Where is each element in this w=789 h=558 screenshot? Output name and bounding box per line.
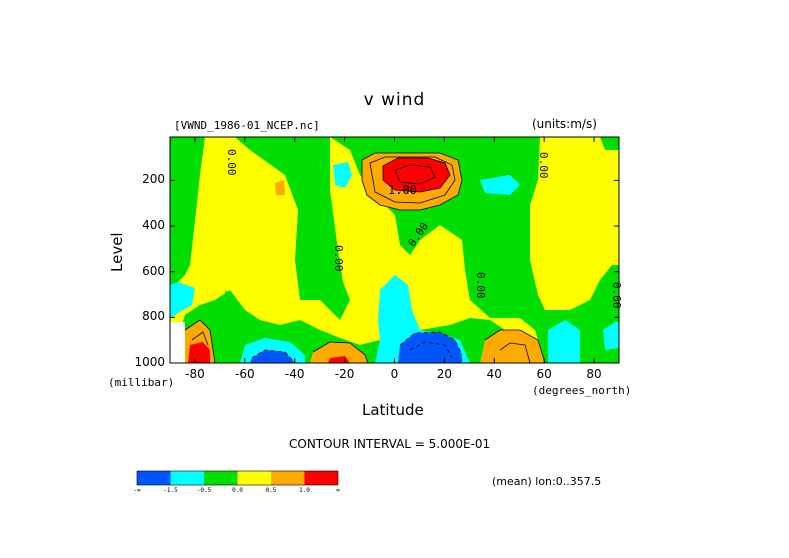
contour-label-3: 0.00: [537, 152, 550, 179]
mean-note: (mean) lon:0..357.5: [492, 475, 602, 488]
x-axis-label: Latitude: [362, 401, 424, 419]
colorbar-tick-label: 1.0: [299, 487, 310, 494]
x-units-label: (degrees_north): [532, 384, 632, 397]
region-missing: [170, 322, 185, 363]
region-orange-4: [310, 342, 368, 363]
region-red-2: [188, 342, 210, 363]
x-tick-label: -20: [334, 367, 355, 381]
region-blue-1: [398, 332, 462, 363]
x-tick-label: 60: [536, 367, 552, 381]
region-red-1: [383, 158, 450, 192]
colorbar-tick-label: -∞: [133, 487, 141, 494]
colorbar-tick-label: 0.5: [265, 487, 277, 494]
region-cyan-2: [480, 175, 520, 195]
y-tick-label: 1000: [134, 355, 165, 369]
region-green-left2: [225, 290, 235, 345]
contour-label-4: 0.00: [332, 245, 345, 272]
colorbar-tick-label: -0.5: [196, 487, 212, 494]
region-orange-2: [275, 180, 285, 195]
contour-interval: CONTOUR INTERVAL = 5.000E-01: [289, 437, 491, 451]
colorbar-tick-label: 0.0: [232, 487, 243, 494]
contour-lines: [184, 152, 546, 363]
x-tick-label: -80: [185, 367, 205, 381]
contour-field: [170, 137, 619, 363]
x-tick-marks: [194, 137, 595, 363]
y-units-label: (millibar): [108, 376, 175, 389]
region-cyan-5: [170, 282, 195, 318]
colorbar-tick-label: -1.5: [163, 487, 178, 494]
contour-label-1: 1.00: [388, 183, 417, 197]
colorbar-tick-label: ∞: [336, 487, 340, 494]
region-green-left: [170, 137, 205, 285]
x-tick-label: 40: [486, 367, 502, 381]
units-label: (units:m/s): [532, 117, 597, 131]
x-tick-label: 0: [390, 367, 399, 381]
region-green-upperleft: [235, 137, 350, 320]
y-axis-label: Level: [108, 232, 126, 272]
x-tick-label: 20: [436, 367, 453, 381]
region-cyan-1: [333, 162, 352, 188]
y-tick-marks: [170, 179, 619, 364]
contour-label-7: 0.00: [610, 282, 623, 309]
x-tick-label: -60: [235, 367, 255, 381]
region-cyan-6: [548, 320, 580, 363]
y-tick-label: 600: [142, 263, 165, 278]
region-cyan-7: [603, 322, 619, 350]
chart-title: v wind: [363, 90, 426, 110]
contour-label-6: 0.00: [474, 272, 487, 299]
region-orange-3: [480, 330, 545, 363]
y-tick-label: 200: [142, 172, 165, 187]
x-tick-label: 80: [586, 367, 602, 381]
dataset-label: [VWND_1986-01_NCEP.nc]: [174, 119, 320, 132]
negative-contour-lines: [251, 331, 463, 363]
y-tick-label: 400: [142, 218, 165, 233]
region-green-right: [600, 137, 619, 150]
region-blue-2: [250, 350, 295, 363]
y-tick-label: 800: [142, 309, 165, 324]
x-tick-label: -40: [284, 367, 305, 381]
contour-label-2: 0.00: [225, 149, 238, 176]
